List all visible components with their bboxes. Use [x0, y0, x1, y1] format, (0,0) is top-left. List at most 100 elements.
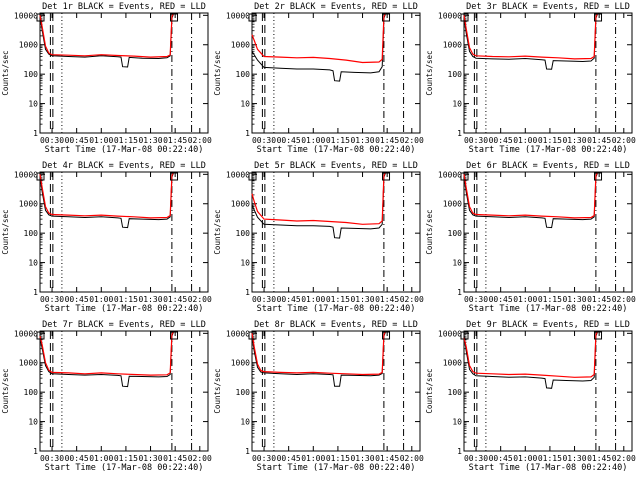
- y-tick-label: 1000: [231, 41, 250, 50]
- y-tick-label: 1000: [19, 200, 38, 209]
- x-axis-label: Start Time (17-Mar-08 00:22:40): [45, 463, 204, 473]
- panel-det-1r: Det 1r BLACK = Events, RED = LLD 1 10 100 10…: [1, 2, 212, 155]
- x-tick-label: 02:00: [188, 454, 212, 463]
- y-tick-label: 10: [452, 418, 462, 427]
- y-axis-label: Counts/sec: [213, 368, 222, 413]
- x-tick-label: 00:30: [40, 295, 64, 304]
- x-tick-label: 01:15: [114, 295, 138, 304]
- panel-det-3r: Det 3r BLACK = Events, RED = LLD 1 10 100 10…: [425, 2, 636, 155]
- x-tick-label: 02:00: [612, 295, 636, 304]
- panel-title: Det 8r BLACK = Events, RED = LLD: [254, 320, 418, 330]
- series-events-line: [463, 172, 598, 229]
- x-tick-label: 01:45: [375, 454, 399, 463]
- panel-det-9r: Det 9r BLACK = Events, RED = LLD 1 10 100 10…: [425, 320, 636, 473]
- y-tick-label: 1: [33, 129, 38, 138]
- x-tick-label: 00:45: [65, 295, 89, 304]
- y-tick-label: 10000: [14, 11, 38, 20]
- series-events-line: [251, 331, 386, 387]
- x-tick-label: 00:45: [277, 136, 301, 145]
- panel-det-5r: Det 5r BLACK = Events, RED = LLD 1 10 100 10…: [213, 161, 424, 314]
- x-tick-label: 01:45: [375, 136, 399, 145]
- axes-frame: [463, 330, 633, 452]
- y-axis-label: Counts/sec: [1, 50, 10, 95]
- panel-det-6r: Det 6r BLACK = Events, RED = LLD 1 10 100 10…: [425, 161, 636, 314]
- y-tick-label: 1: [33, 288, 38, 297]
- box-marker: [36, 172, 45, 181]
- x-tick-label: 01:45: [163, 295, 187, 304]
- x-tick-label: 02:00: [188, 295, 212, 304]
- x-axis-label: Start Time (17-Mar-08 00:22:40): [469, 304, 628, 314]
- x-tick-label: 01:45: [163, 136, 187, 145]
- series-events-line: [463, 331, 598, 389]
- y-tick-label: 100: [448, 388, 463, 397]
- box-marker: [382, 331, 391, 340]
- x-tick-label: 01:45: [375, 295, 399, 304]
- x-tick-label: 01:30: [138, 454, 162, 463]
- x-tick-label: 01:00: [513, 295, 537, 304]
- x-tick-label: 00:30: [40, 454, 64, 463]
- x-tick-label: 01:15: [326, 454, 350, 463]
- y-tick-label: 1000: [443, 359, 462, 368]
- axes-frame: [463, 12, 633, 134]
- y-tick-label: 10: [28, 259, 38, 268]
- x-tick-label: 01:15: [538, 295, 562, 304]
- panel-title: Det 2r BLACK = Events, RED = LLD: [254, 2, 418, 12]
- y-tick-label: 1: [457, 447, 462, 456]
- box-marker: [460, 172, 469, 181]
- panel-title: Det 7r BLACK = Events, RED = LLD: [42, 320, 206, 330]
- y-tick-label: 1: [457, 129, 462, 138]
- y-tick-label: 1: [245, 288, 250, 297]
- x-axis-label: Start Time (17-Mar-08 00:22:40): [257, 463, 416, 473]
- x-tick-label: 00:30: [464, 136, 488, 145]
- box-marker: [460, 13, 469, 22]
- panel-title: Det 1r BLACK = Events, RED = LLD: [42, 2, 206, 12]
- x-tick-label: 01:15: [326, 295, 350, 304]
- axes-frame: [251, 12, 421, 134]
- x-tick-label: 01:30: [350, 136, 374, 145]
- x-axis-label: Start Time (17-Mar-08 00:22:40): [45, 145, 204, 155]
- box-marker: [248, 13, 257, 22]
- series-lld-line: [463, 13, 599, 60]
- x-tick-label: 00:45: [277, 295, 301, 304]
- y-axis-label: Counts/sec: [1, 368, 10, 413]
- y-tick-label: 10: [452, 259, 462, 268]
- panel-title: Det 4r BLACK = Events, RED = LLD: [42, 161, 206, 171]
- y-tick-label: 10: [240, 259, 250, 268]
- y-tick-label: 1000: [19, 359, 38, 368]
- x-tick-label: 00:30: [252, 136, 276, 145]
- panel-title: Det 6r BLACK = Events, RED = LLD: [466, 161, 630, 171]
- y-tick-label: 1: [33, 447, 38, 456]
- series-events-line: [251, 172, 386, 239]
- panel-det-7r: Det 7r BLACK = Events, RED = LLD 1 10 100 10…: [1, 320, 212, 473]
- x-tick-label: 01:00: [301, 454, 325, 463]
- y-tick-label: 100: [236, 229, 251, 238]
- series-lld-line: [463, 172, 599, 219]
- box-marker: [36, 13, 45, 22]
- y-tick-label: 10: [240, 418, 250, 427]
- x-tick-label: 00:45: [65, 454, 89, 463]
- axes-frame: [39, 171, 209, 293]
- x-tick-label: 01:00: [513, 454, 537, 463]
- box-marker: [460, 331, 469, 340]
- x-tick-label: 00:45: [489, 295, 513, 304]
- x-tick-label: 01:15: [538, 454, 562, 463]
- box-marker: [248, 172, 257, 181]
- panel-title: Det 9r BLACK = Events, RED = LLD: [466, 320, 630, 330]
- x-axis-label: Start Time (17-Mar-08 00:22:40): [45, 304, 204, 314]
- y-tick-label: 1: [245, 129, 250, 138]
- y-tick-label: 10: [240, 100, 250, 109]
- x-tick-label: 01:00: [89, 454, 113, 463]
- x-tick-label: 01:30: [138, 295, 162, 304]
- y-tick-label: 1: [245, 447, 250, 456]
- y-axis-label: Counts/sec: [1, 209, 10, 254]
- x-tick-label: 01:00: [89, 295, 113, 304]
- box-marker: [170, 172, 179, 181]
- x-tick-label: 01:45: [163, 454, 187, 463]
- x-tick-label: 00:45: [489, 454, 513, 463]
- y-tick-label: 100: [24, 70, 39, 79]
- axes-frame: [39, 330, 209, 452]
- x-tick-label: 00:30: [252, 295, 276, 304]
- x-tick-label: 00:45: [65, 136, 89, 145]
- box-marker: [594, 331, 603, 340]
- series-events-line: [39, 172, 174, 229]
